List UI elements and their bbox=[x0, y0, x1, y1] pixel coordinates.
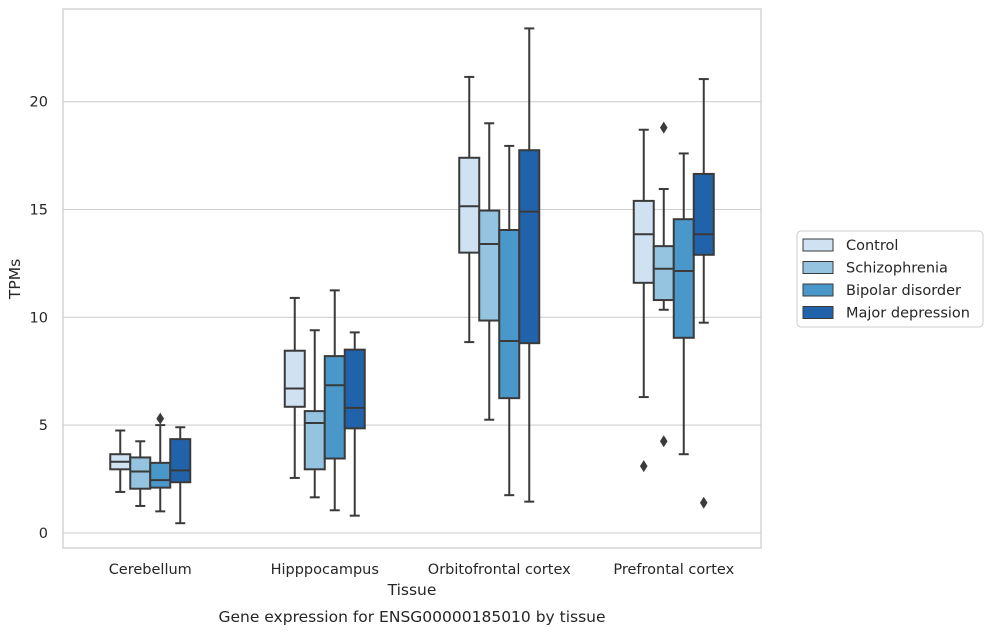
legend-frame bbox=[796, 230, 984, 328]
legend-label: Schizophrenia bbox=[846, 261, 948, 277]
box-schizophrenia bbox=[303, 329, 326, 499]
y-tick-label: 0 bbox=[39, 526, 48, 542]
box-major-depression bbox=[169, 426, 192, 525]
x-tick-label: Prefrontal cortex bbox=[613, 562, 734, 578]
box-iqr bbox=[518, 149, 541, 345]
y-axis-label: TPMs bbox=[6, 259, 24, 300]
box-iqr bbox=[672, 218, 695, 339]
outlier-point bbox=[659, 121, 668, 134]
legend: Control Schizophrenia Bipolar disorder Majo… bbox=[796, 230, 984, 328]
legend-label: Bipolar disorder bbox=[846, 283, 961, 299]
y-tick-label: 10 bbox=[30, 310, 48, 326]
legend-swatch bbox=[802, 283, 834, 297]
x-tick-label: Orbitofrontal cortex bbox=[428, 562, 571, 578]
outlier-point bbox=[659, 435, 668, 448]
box-control bbox=[632, 128, 655, 473]
legend-label: Major depression bbox=[846, 306, 970, 322]
box-iqr bbox=[283, 349, 306, 408]
outlier-point bbox=[156, 412, 165, 425]
box-bipolar-disorder bbox=[672, 152, 695, 456]
box-iqr bbox=[652, 245, 675, 302]
box-schizophrenia bbox=[652, 121, 675, 448]
y-tick-label: 5 bbox=[39, 418, 48, 434]
outlier-point bbox=[699, 496, 708, 509]
x-tick-label: Hipppocampus bbox=[271, 562, 379, 578]
legend-label: Control bbox=[846, 238, 898, 254]
box-schizophrenia bbox=[478, 122, 501, 421]
y-tick-label: 20 bbox=[30, 95, 48, 111]
box-iqr bbox=[343, 348, 366, 430]
boxes-layer bbox=[109, 27, 715, 525]
box-control bbox=[458, 75, 481, 344]
box-iqr bbox=[169, 438, 192, 484]
x-tick-labels: Cerebellum Hipppocampus Orbitofrontal cort… bbox=[109, 562, 735, 578]
x-tick-label: Cerebellum bbox=[109, 562, 192, 578]
box-iqr bbox=[323, 355, 346, 460]
box-iqr bbox=[632, 199, 655, 284]
box-control bbox=[283, 296, 306, 479]
plot-frame bbox=[62, 8, 762, 549]
box-iqr bbox=[458, 156, 481, 254]
box-major-depression bbox=[692, 78, 715, 509]
legend-swatch bbox=[802, 306, 834, 319]
chart-caption: Gene expression for ENSG00000185010 by t… bbox=[218, 608, 605, 626]
box-control bbox=[109, 429, 132, 493]
box-iqr bbox=[692, 172, 715, 256]
y-tick-label: 15 bbox=[30, 203, 48, 219]
x-axis-label: Tissue bbox=[387, 581, 437, 599]
box-major-depression bbox=[518, 27, 541, 503]
box-iqr bbox=[149, 461, 172, 489]
box-iqr bbox=[129, 456, 152, 490]
y-tick-labels: 0 5 10 15 20 bbox=[30, 95, 48, 542]
box-iqr bbox=[498, 228, 521, 400]
box-iqr bbox=[303, 410, 326, 471]
legend-swatch bbox=[802, 238, 834, 252]
box-bipolar-disorder bbox=[498, 144, 521, 497]
outlier-point bbox=[639, 460, 648, 473]
box-iqr bbox=[478, 209, 501, 322]
box-major-depression bbox=[343, 331, 366, 517]
legend-swatch bbox=[802, 261, 834, 274]
